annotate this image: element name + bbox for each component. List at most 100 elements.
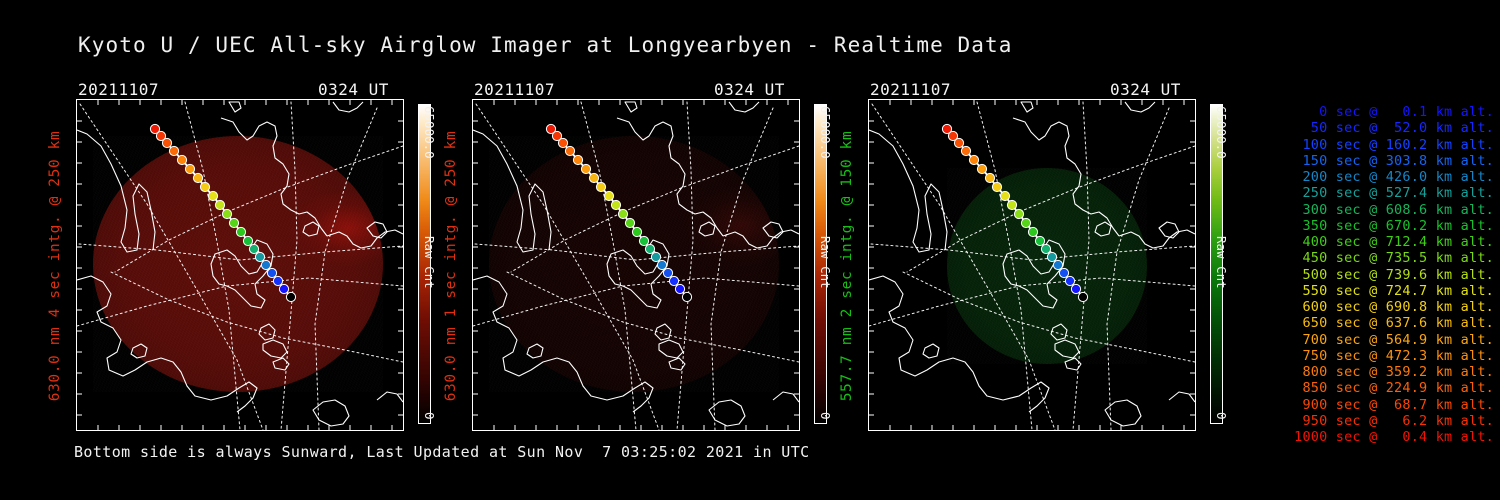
colorbar-max-label: 65000.0 — [1214, 106, 1229, 159]
airglow-panel-557nm-2sec[interactable]: 20211107 0324 UT 557.7 nm 2 sec intg. @ … — [792, 0, 1262, 500]
trajectory-marker — [976, 163, 988, 175]
trajectory-marker — [176, 154, 188, 166]
trajectory-marker — [184, 163, 196, 175]
allsky-image-630nm-4sec[interactable] — [76, 99, 404, 431]
trajectory-marker — [221, 208, 233, 220]
trajectory-marker — [199, 181, 211, 193]
trajectory-marker — [228, 217, 240, 229]
trajectory-marker — [564, 145, 576, 157]
trajectory-marker — [1006, 199, 1018, 211]
trajectory-marker — [631, 226, 643, 238]
trajectory-marker — [968, 154, 980, 166]
trajectory-marker — [242, 235, 254, 247]
panel-axis-label: 557.7 nm 2 sec intg. @ 150 km — [839, 130, 855, 402]
colorbar-630nm-1sec: 65000.0 Raw Cnt 0 — [814, 104, 833, 424]
trajectory-marker — [161, 137, 173, 149]
legend-row: 250 sec @ 527.4 km alt. — [1294, 185, 1494, 202]
trajectory-marker — [1040, 243, 1052, 255]
trajectory-marker — [248, 243, 260, 255]
legend-row: 700 sec @ 564.9 km alt. — [1294, 331, 1494, 348]
legend-row: 550 sec @ 724.7 km alt. — [1294, 282, 1494, 299]
allsky-image-630nm-1sec[interactable] — [472, 99, 800, 431]
legend-row: 950 sec @ 6.2 km alt. — [1294, 412, 1494, 429]
panel-date: 20211107 — [78, 80, 160, 99]
legend-row: 350 sec @ 670.2 km alt. — [1294, 217, 1494, 234]
trajectory-marker — [595, 181, 607, 193]
legend-row: 400 sec @ 712.4 km alt. — [1294, 234, 1494, 250]
trajectory-altitude-legend: 0 sec @ 0.1 km alt. 50 sec @ 52.0 km alt… — [1262, 104, 1500, 445]
map-overlay — [77, 101, 403, 430]
colorbar-min-label: 0 — [1214, 412, 1229, 420]
trajectory-marker — [1077, 291, 1089, 303]
trajectory-marker — [644, 243, 656, 255]
trajectory-marker — [1058, 267, 1070, 279]
trajectory-marker — [1052, 259, 1064, 271]
trajectory-marker — [1046, 251, 1058, 263]
trajectory-marker — [662, 267, 674, 279]
colorbar-gradient — [1210, 104, 1223, 424]
trajectory-marker — [953, 137, 965, 149]
legend-row: 850 sec @ 224.9 km alt. — [1294, 380, 1494, 397]
legend-row: 150 sec @ 303.8 km alt. — [1294, 152, 1494, 169]
legend-row: 0 sec @ 0.1 km alt. — [1294, 104, 1494, 120]
trajectory-marker — [260, 259, 272, 271]
legend-row: 50 sec @ 52.0 km alt. — [1294, 120, 1494, 137]
trajectory-marker — [941, 123, 953, 135]
legend-row: 1000 sec @ 0.4 km alt. — [1294, 429, 1494, 445]
colorbar-gradient — [814, 104, 827, 424]
frame-ticks — [473, 100, 799, 430]
trajectory-marker — [624, 217, 636, 229]
trajectory-marker — [999, 190, 1011, 202]
trajectory-marker — [617, 208, 629, 220]
trajectory-marker — [155, 130, 167, 142]
page-title: Kyoto U / UEC All-sky Airglow Imager at … — [78, 33, 1013, 57]
trajectory-marker — [1020, 217, 1032, 229]
trajectory-marker — [266, 267, 278, 279]
trajectory-marker — [572, 154, 584, 166]
allsky-image-557nm-2sec[interactable] — [868, 99, 1196, 431]
panel-time: 0324 UT — [318, 80, 389, 99]
trajectory-marker — [207, 190, 219, 202]
trajectory-marker — [1027, 226, 1039, 238]
trajectory-marker — [1064, 275, 1076, 287]
airglow-panel-630nm-1sec[interactable]: 20211107 0324 UT 630.0 nm 1 sec intg. @ … — [396, 0, 856, 500]
trajectory-marker — [557, 137, 569, 149]
airglow-panel-630nm-4sec[interactable]: 20211107 0324 UT 630.0 nm 4 sec intg. @ … — [0, 0, 460, 500]
trajectory-marker — [960, 145, 972, 157]
legend-row: 450 sec @ 735.5 km alt. — [1294, 250, 1494, 267]
trajectory-marker — [285, 291, 297, 303]
trajectory-marker — [681, 291, 693, 303]
trajectory-marker — [149, 123, 161, 135]
footer-status-text: Bottom side is always Sunward, Last Upda… — [74, 443, 810, 461]
frame-ticks — [77, 100, 403, 430]
trajectory-track-0 — [149, 123, 297, 303]
trajectory-track-2 — [941, 123, 1089, 303]
legend-row: 300 sec @ 608.6 km alt. — [1294, 201, 1494, 218]
trajectory-marker — [656, 259, 668, 271]
trajectory-marker — [610, 199, 622, 211]
trajectory-marker — [254, 251, 266, 263]
trajectory-marker — [1013, 208, 1025, 220]
panel-date: 20211107 — [870, 80, 952, 99]
colorbar-557nm-2sec: 65000.0 Raw Cnt 0 — [1210, 104, 1229, 424]
colorbar-unit-label: Raw Cnt — [1214, 236, 1229, 289]
map-overlay — [473, 101, 799, 430]
trajectory-marker — [1070, 283, 1082, 295]
trajectory-marker — [947, 130, 959, 142]
trajectory-marker — [214, 199, 226, 211]
map-overlay — [869, 101, 1195, 430]
legend-row: 800 sec @ 359.2 km alt. — [1294, 364, 1494, 380]
trajectory-marker — [603, 190, 615, 202]
colorbar-630nm-4sec: 65000.0 Raw Cnt 0 — [418, 104, 437, 424]
legend-row: 900 sec @ 68.7 km alt. — [1294, 396, 1494, 413]
trajectory-marker — [668, 275, 680, 287]
legend-row: 500 sec @ 739.6 km alt. — [1294, 266, 1494, 283]
trajectory-marker — [1034, 235, 1046, 247]
trajectory-marker — [638, 235, 650, 247]
trajectory-marker — [991, 181, 1003, 193]
trajectory-marker — [168, 145, 180, 157]
trajectory-marker — [278, 283, 290, 295]
trajectory-track-1 — [545, 123, 693, 303]
legend-row: 650 sec @ 637.6 km alt. — [1294, 315, 1494, 332]
trajectory-marker — [235, 226, 247, 238]
